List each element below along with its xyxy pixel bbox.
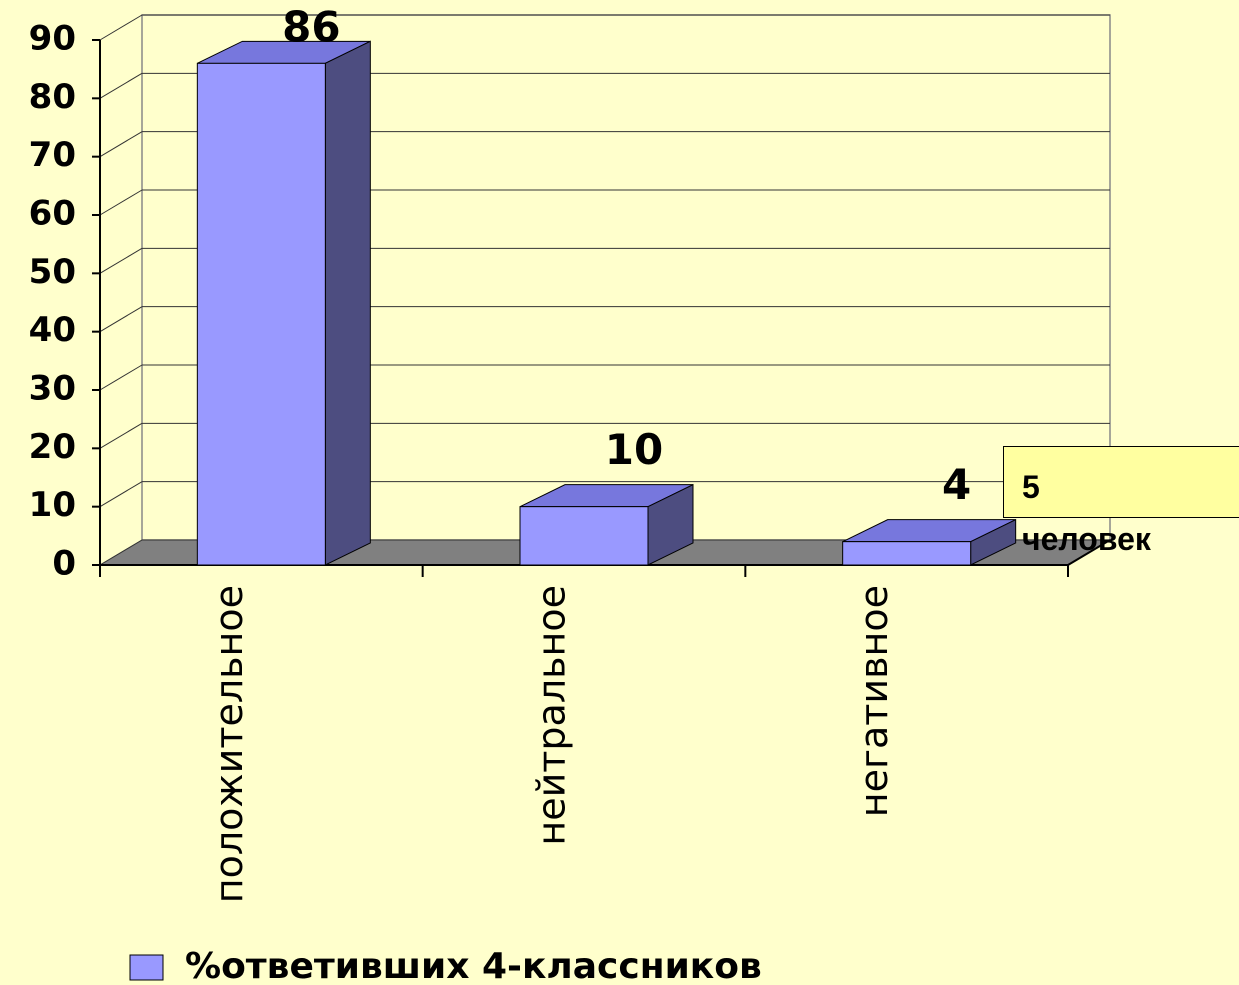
side-grid-line <box>99 131 143 158</box>
y-tick-label: 90 <box>29 19 76 59</box>
y-tick-label: 30 <box>29 369 76 409</box>
side-grid-line <box>99 189 143 216</box>
y-tick-label: 40 <box>29 310 76 350</box>
side-grid-line <box>99 72 143 99</box>
y-tick-label: 20 <box>29 427 76 467</box>
x-tick-label: положительное <box>207 585 251 903</box>
data-label: 86 <box>282 3 340 52</box>
side-grid-line <box>99 306 143 333</box>
x-tick-label: нейтральное <box>530 585 574 846</box>
side-grid-line <box>99 247 143 274</box>
side-grid-line <box>99 539 143 566</box>
side-grid-line <box>99 14 143 41</box>
annotation-box: 5 человек <box>1003 446 1239 557</box>
legend-swatch <box>129 954 164 981</box>
data-label: 4 <box>942 460 971 509</box>
y-tick-label: 70 <box>29 135 76 175</box>
side-grid-line <box>99 422 143 449</box>
legend-label: %ответивших 4-классников <box>185 946 762 985</box>
x-axis-depth <box>1067 539 1111 566</box>
y-tick-label: 80 <box>29 77 76 117</box>
y-tick-label: 50 <box>29 252 76 292</box>
y-tick-label: 10 <box>29 485 76 525</box>
x-tick-label: негативное <box>852 585 896 817</box>
side-grid-line <box>99 481 143 508</box>
bar-side <box>324 40 371 566</box>
annotation: 5 человек <box>1022 469 1151 557</box>
y-tick-label: 0 <box>52 544 76 584</box>
data-label: 10 <box>605 425 663 474</box>
y-tick-label: 60 <box>29 194 76 234</box>
bar <box>196 62 326 566</box>
bar <box>842 541 972 566</box>
bar <box>519 506 649 566</box>
side-grid-line <box>99 364 143 391</box>
